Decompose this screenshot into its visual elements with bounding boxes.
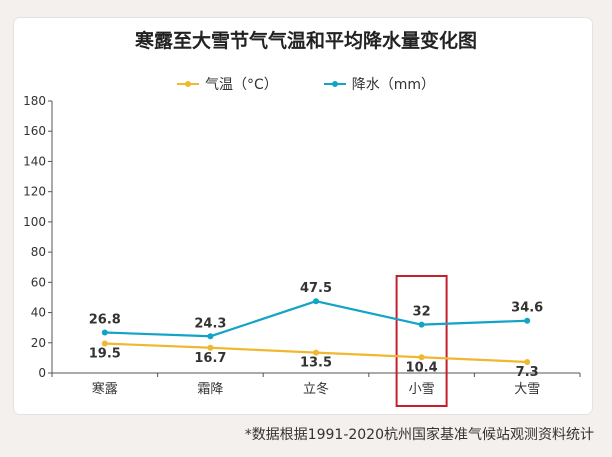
data-label: 26.8	[89, 313, 121, 328]
data-point	[418, 354, 425, 361]
data-point	[101, 329, 108, 336]
legend-label-precipitation: 降水（mm）	[351, 77, 436, 93]
y-tick-label: 0	[38, 366, 46, 380]
y-tick-label: 180	[23, 94, 46, 108]
y-tick-label: 160	[23, 124, 46, 138]
x-tick-label: 立冬	[303, 381, 329, 397]
data-point	[418, 321, 425, 328]
data-point	[207, 344, 214, 351]
y-tick-label: 60	[31, 275, 46, 289]
y-tick-label: 40	[31, 306, 46, 320]
chart-panel	[14, 18, 592, 414]
chart-legend: 气温（°C） 降水（mm）	[0, 72, 612, 96]
legend-item-temperature: 气温（°C）	[176, 74, 278, 94]
y-tick-label: 100	[23, 215, 46, 229]
x-tick-label: 寒露	[92, 381, 118, 397]
y-tick-label: 120	[23, 185, 46, 199]
data-point	[207, 333, 214, 340]
series-line	[104, 300, 528, 338]
highlight-box	[395, 275, 448, 407]
data-label: 13.5	[300, 356, 332, 371]
data-point	[313, 298, 319, 305]
data-label: 10.4	[406, 360, 438, 375]
data-label: 24.3	[194, 316, 226, 331]
data-label: 34.6	[511, 301, 543, 316]
data-point	[101, 340, 108, 347]
legend-dot-precipitation	[331, 81, 338, 87]
legend-item-precipitation: 降水（mm）	[323, 74, 436, 94]
data-label: 7.3	[516, 365, 539, 380]
legend-label-temperature: 气温（°C）	[204, 77, 278, 93]
y-tick-label: 140	[23, 154, 46, 168]
x-tick-label: 小雪	[409, 382, 435, 397]
footnote: *数据根据1991-2020杭州国家基准气候站观测资料统计	[244, 427, 594, 443]
legend-swatch-precipitation	[323, 78, 346, 90]
y-tick-label: 20	[31, 336, 46, 350]
y-tick-label: 80	[31, 245, 46, 259]
data-point	[524, 358, 531, 365]
data-point	[524, 317, 531, 324]
data-label: 47.5	[300, 281, 332, 296]
x-tick-label: 霜降	[197, 382, 223, 397]
data-point	[313, 349, 319, 356]
x-tick-label: 大雪	[514, 382, 540, 397]
data-label: 16.7	[194, 351, 226, 366]
data-label: 19.5	[89, 347, 121, 362]
legend-dot-temperature	[184, 81, 191, 87]
data-label: 32	[413, 305, 431, 320]
chart-title: 寒露至大雪节气气温和平均降水量变化图	[134, 30, 477, 52]
legend-swatch-temperature	[176, 78, 199, 90]
